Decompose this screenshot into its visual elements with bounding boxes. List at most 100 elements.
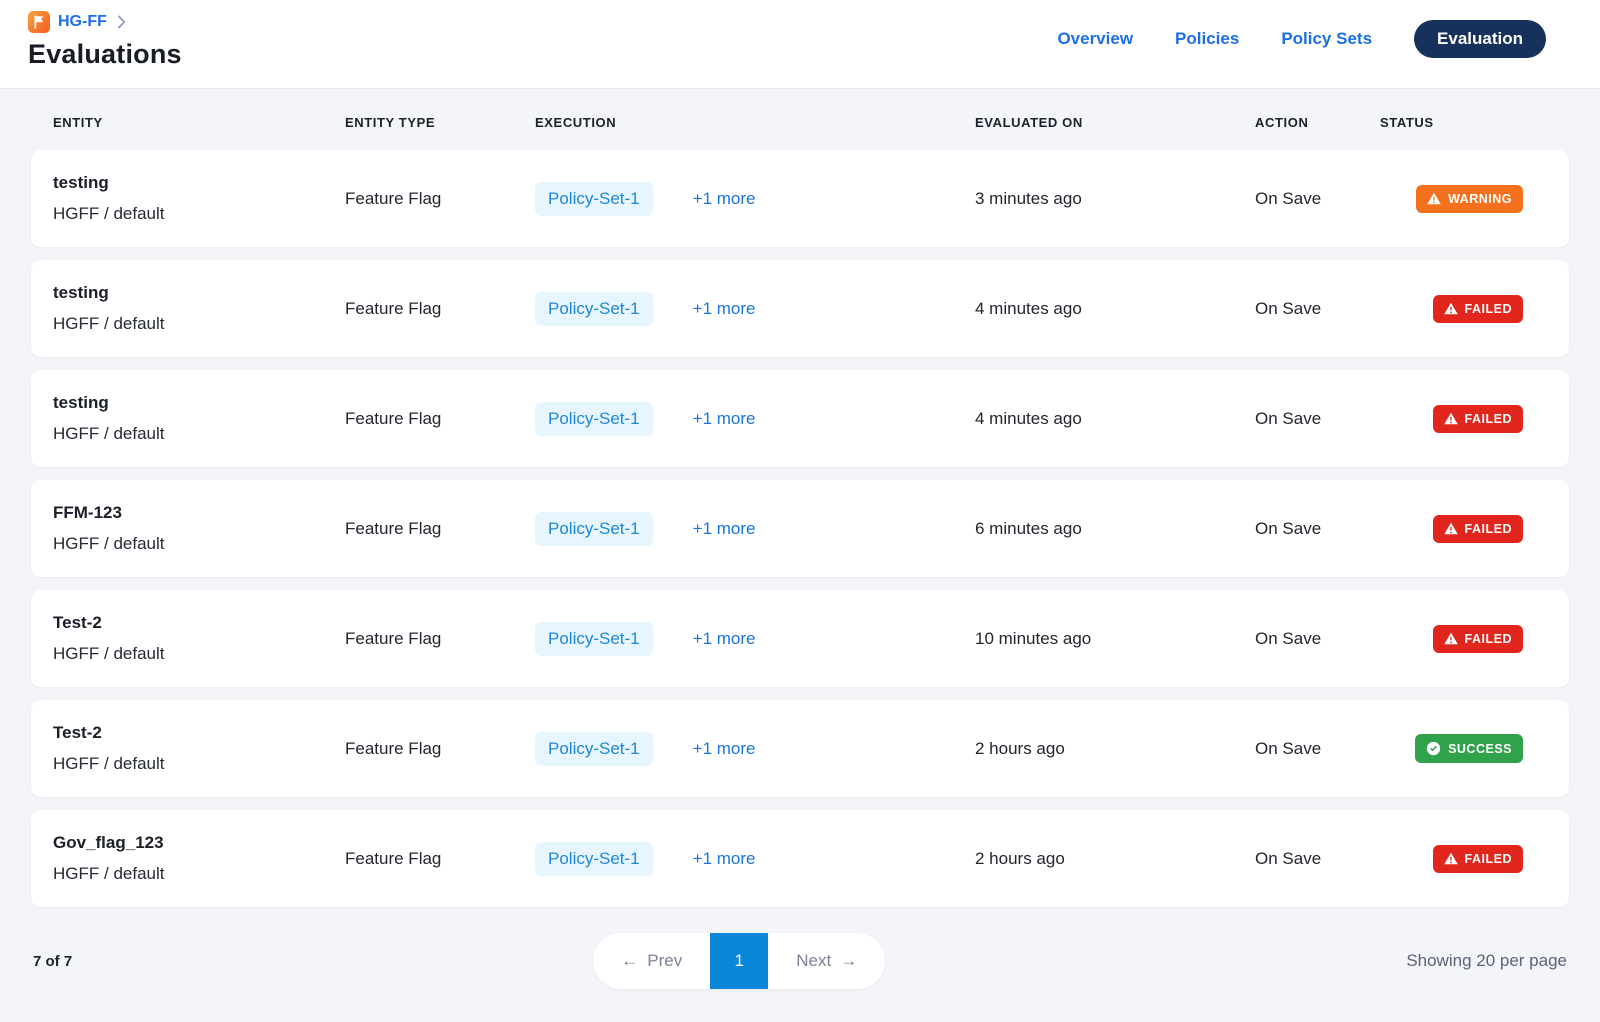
evaluated-on-cell: 3 minutes ago [975,188,1082,208]
entity-type-cell: Feature Flag [345,738,442,758]
evaluations-table: Entity Entity Type Execution Evaluated o… [0,95,1600,1001]
status-badge: FAILED [1432,844,1523,873]
entity-type-cell: Feature Flag [345,298,442,318]
action-cell: On Save [1255,518,1322,538]
warning-triangle-icon [1443,632,1458,645]
more-policy-sets-link[interactable]: +1 more [692,408,756,428]
entity-cell: Gov_flag_123 HGFF / default [53,833,345,884]
current-page-button[interactable]: 1 [710,933,769,989]
evaluated-on-cell: 4 minutes ago [975,408,1082,428]
entity-type-cell: Feature Flag [345,408,442,428]
action-cell: On Save [1255,628,1322,648]
status-badge: FAILED [1432,294,1523,323]
action-cell: On Save [1255,848,1322,868]
breadcrumb: HG-FF [28,10,1572,34]
status-cell: SUCCESS [1380,734,1547,763]
policy-set-chip[interactable]: Policy-Set-1 [535,731,653,766]
policy-set-chip[interactable]: Policy-Set-1 [535,181,653,216]
status-label: FAILED [1464,851,1512,866]
entity-cell: testing HGFF / default [53,283,345,334]
entity-name: Test-2 [53,613,102,632]
status-cell: FAILED [1380,844,1547,873]
table-row[interactable]: testing HGFF / default Feature Flag Poli… [31,370,1569,467]
entity-type-cell: Feature Flag [345,188,442,208]
tab-evaluation-active[interactable]: Evaluation [1414,20,1546,58]
tab-overview[interactable]: Overview [1057,29,1134,48]
action-cell: On Save [1255,188,1322,208]
entity-name: Gov_flag_123 [53,833,164,852]
status-cell: FAILED [1380,294,1547,323]
more-policy-sets-link[interactable]: +1 more [692,848,756,868]
execution-cell: Policy-Set-1 +1 more [535,401,975,436]
table-row[interactable]: Gov_flag_123 HGFF / default Feature Flag… [31,810,1569,907]
evaluated-on-cell: 4 minutes ago [975,298,1082,318]
next-label: Next [796,951,832,970]
arrow-right-icon: → [840,951,858,970]
table-row[interactable]: Test-2 HGFF / default Feature Flag Polic… [31,700,1569,797]
status-cell: FAILED [1380,404,1547,433]
column-header-evaluated-on: Evaluated on [975,115,1083,130]
status-cell: WARNING [1380,184,1547,213]
status-label: SUCCESS [1448,741,1512,756]
check-circle-icon [1426,741,1441,756]
column-header-action: Action [1255,115,1309,130]
breadcrumb-project-link[interactable]: HG-FF [58,13,107,30]
entity-scope: HGFF / default [53,754,165,773]
more-policy-sets-link[interactable]: +1 more [692,518,756,538]
table-footer: 7 of 7 ← Prev 1 Next → Showing 20 per pa… [31,921,1569,1001]
evaluated-on-cell: 10 minutes ago [975,628,1092,648]
more-policy-sets-link[interactable]: +1 more [692,188,756,208]
entity-name: Test-2 [53,723,102,742]
warning-triangle-icon [1443,852,1458,865]
status-cell: FAILED [1380,514,1547,543]
status-label: WARNING [1448,191,1512,206]
policy-set-chip[interactable]: Policy-Set-1 [535,511,653,546]
entity-name: FFM-123 [53,503,122,522]
status-label: FAILED [1464,631,1512,646]
column-header-entity-type: Entity Type [345,115,436,130]
entity-type-cell: Feature Flag [345,628,442,648]
entity-scope: HGFF / default [53,534,165,553]
policy-set-chip[interactable]: Policy-Set-1 [535,841,653,876]
more-policy-sets-link[interactable]: +1 more [692,628,756,648]
entity-scope: HGFF / default [53,424,165,443]
table-body: testing HGFF / default Feature Flag Poli… [31,150,1569,907]
policy-set-chip[interactable]: Policy-Set-1 [535,621,653,656]
table-header-row: Entity Entity Type Execution Evaluated o… [31,95,1569,150]
table-row[interactable]: testing HGFF / default Feature Flag Poli… [31,260,1569,357]
table-row[interactable]: testing HGFF / default Feature Flag Poli… [31,150,1569,247]
execution-cell: Policy-Set-1 +1 more [535,511,975,546]
action-cell: On Save [1255,298,1322,318]
feature-flag-project-icon [28,11,50,33]
policy-set-chip[interactable]: Policy-Set-1 [535,401,653,436]
status-cell: FAILED [1380,624,1547,653]
warning-triangle-icon [1443,412,1458,425]
status-badge: SUCCESS [1415,734,1523,763]
entity-cell: testing HGFF / default [53,393,345,444]
more-policy-sets-link[interactable]: +1 more [692,738,756,758]
prev-page-button[interactable]: ← Prev [593,933,710,989]
evaluated-on-cell: 6 minutes ago [975,518,1082,538]
pagination: ← Prev 1 Next → [593,933,886,989]
entity-type-cell: Feature Flag [345,848,442,868]
prev-label: Prev [647,951,683,970]
next-page-button[interactable]: Next → [768,933,885,989]
execution-cell: Policy-Set-1 +1 more [535,841,975,876]
status-badge: WARNING [1416,184,1523,213]
tab-policy-sets[interactable]: Policy Sets [1281,29,1373,48]
status-badge: FAILED [1432,404,1523,433]
page-title: Evaluations [28,39,182,69]
more-policy-sets-link[interactable]: +1 more [692,298,756,318]
table-row[interactable]: Test-2 HGFF / default Feature Flag Polic… [31,590,1569,687]
execution-cell: Policy-Set-1 +1 more [535,291,975,326]
entity-cell: Test-2 HGFF / default [53,723,345,774]
entity-type-cell: Feature Flag [345,518,442,538]
page-size-info: Showing 20 per page [1406,951,1567,970]
entity-scope: HGFF / default [53,314,165,333]
page-header: HG-FF Evaluations Overview Policies Poli… [0,0,1600,89]
tab-policies[interactable]: Policies [1175,29,1240,48]
entity-name: testing [53,393,109,412]
execution-cell: Policy-Set-1 +1 more [535,731,975,766]
policy-set-chip[interactable]: Policy-Set-1 [535,291,653,326]
table-row[interactable]: FFM-123 HGFF / default Feature Flag Poli… [31,480,1569,577]
